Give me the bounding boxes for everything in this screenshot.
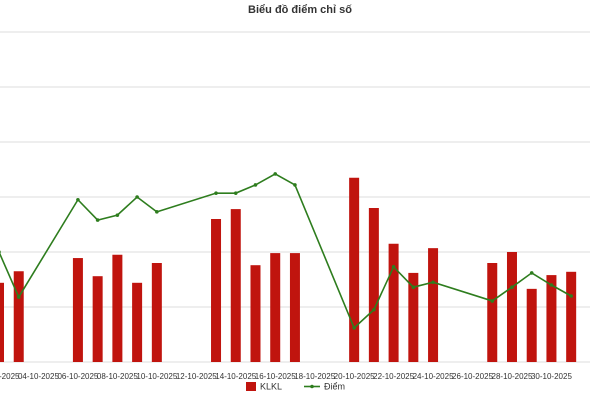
legend-swatch [246,382,256,391]
legend-label: Điểm [324,381,345,391]
line-point [155,210,159,214]
x-tick-label: 10-10-2025 [136,372,177,381]
bar [506,252,517,362]
line-point [431,280,435,285]
x-tick-label: 30-10-2025 [531,372,572,381]
bar [289,253,300,362]
line-point [490,299,495,303]
bar [132,282,143,362]
x-tick-label: 12-10-2025 [176,372,217,381]
bar [368,208,379,362]
x-tick-label: 06-10-2025 [57,372,98,381]
bar [566,271,577,362]
line [0,172,572,330]
line-point [569,294,573,298]
bar [270,253,281,362]
line-point [293,183,297,187]
x-tick-label: 02-10-2025 [0,372,20,381]
line-point [76,197,80,202]
bar [526,288,537,362]
line-point [214,191,218,195]
line-point [16,295,21,299]
line-point [0,250,1,254]
bar [250,265,261,362]
bar [92,276,103,362]
line-point [135,195,139,199]
bar [0,282,4,362]
line-point [372,307,376,312]
line-point [95,218,100,222]
bar [408,272,419,362]
bar [112,254,123,362]
x-tick-label: 24-10-2025 [413,372,454,381]
x-tick-label: 22-10-2025 [373,372,414,381]
bar [13,271,24,362]
line-point [549,283,554,287]
x-tick-label: 08-10-2025 [97,372,138,381]
legend-item: Điểm [304,381,345,391]
bar [72,258,83,362]
x-tick-label: 18-10-2025 [294,372,335,381]
legend-item: KLKL [246,381,282,391]
bar [211,219,222,362]
line-point [253,183,258,187]
chart-title: Biểu đồ điểm chỉ số [248,4,352,16]
line-point [391,265,396,269]
x-tick-label: 26-10-2025 [452,372,493,381]
x-tick-label: 16-10-2025 [255,372,296,381]
bar [388,243,399,362]
line-point [411,285,416,290]
bar [487,263,498,362]
x-tick-label: 20-10-2025 [334,372,375,381]
line-point [510,285,514,290]
bar [230,209,241,362]
line-point [273,172,278,176]
x-tick-label: 04-10-2025 [18,372,59,381]
legend-swatch [310,384,314,389]
bar [428,248,439,362]
legend-label: KLKL [260,381,282,391]
bar [546,275,557,362]
line-point [352,326,356,330]
line-point [529,271,534,275]
line-point [115,213,120,217]
bar [151,263,162,362]
bar [349,177,360,362]
line-point [233,191,238,195]
x-tick-label: 28-10-2025 [492,372,533,381]
x-tick-label: 14-10-2025 [215,372,256,381]
